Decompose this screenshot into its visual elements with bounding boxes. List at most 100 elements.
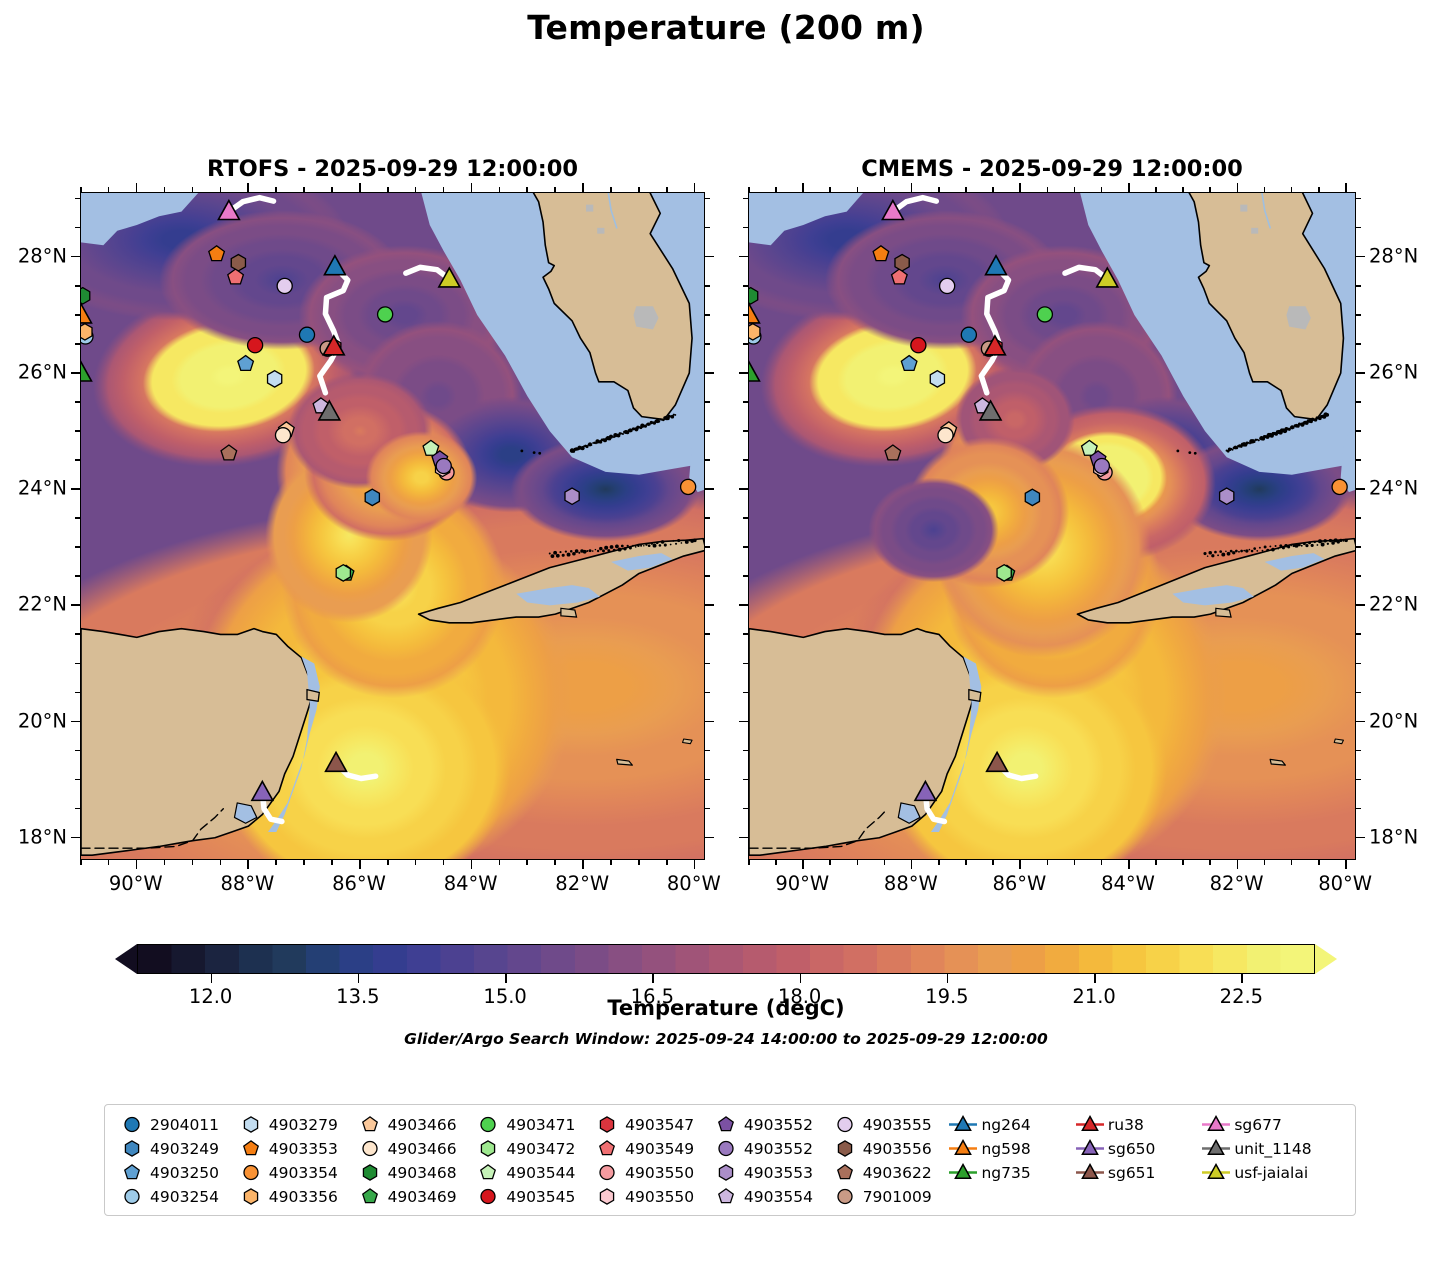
legend-item-4903354[interactable]: 4903354: [236, 1161, 355, 1184]
glider-marker-ng735[interactable]: [748, 362, 759, 381]
argo-marker-4903545[interactable]: [911, 338, 926, 353]
legend-item-4903353[interactable]: 4903353: [236, 1137, 355, 1160]
argo-marker-4903249[interactable]: [365, 489, 379, 505]
legend-item-4903254[interactable]: 4903254: [117, 1185, 236, 1208]
legend-label: 4903549: [622, 1140, 694, 1158]
legend-item-4903545[interactable]: 4903545: [473, 1185, 592, 1208]
legend-label: usf-jaialai: [1231, 1164, 1308, 1182]
legend-item-4903547[interactable]: 4903547: [592, 1113, 711, 1136]
argo-marker-4903553[interactable]: [1220, 488, 1234, 504]
x-tick: [965, 860, 967, 865]
argo-marker-4903472[interactable]: [997, 565, 1011, 581]
argo-marker-4903354[interactable]: [1332, 479, 1347, 494]
argo-marker-4903622[interactable]: [221, 445, 237, 460]
argo-marker-4903549[interactable]: [892, 269, 908, 284]
x-tick-top: [554, 187, 556, 192]
legend-item-sg651[interactable]: sg651: [1075, 1161, 1201, 1184]
argo-marker-4903471[interactable]: [378, 307, 393, 322]
argo-marker-4903553[interactable]: [565, 488, 579, 504]
legend-item-2904011[interactable]: 2904011: [117, 1113, 236, 1136]
legend-item-4903553[interactable]: 4903553: [711, 1161, 830, 1184]
observation-markers-cmems[interactable]: [749, 193, 1356, 860]
legend-item-4903552[interactable]: 4903552: [711, 1137, 830, 1160]
legend-item-4903555[interactable]: 4903555: [830, 1113, 949, 1136]
argo-marker-4903466b[interactable]: [938, 428, 953, 443]
x-tick: [192, 860, 194, 865]
legend-item-4903356[interactable]: 4903356: [236, 1185, 355, 1208]
argo-marker-4903249[interactable]: [1025, 489, 1039, 505]
argo-marker-4903552b[interactable]: [1094, 458, 1109, 473]
argo-marker-4903353[interactable]: [209, 246, 225, 261]
legend-item-4903472[interactable]: 4903472: [473, 1137, 592, 1160]
map-panel-rtofs[interactable]: [80, 192, 705, 860]
glider-marker-ng264[interactable]: [324, 256, 345, 275]
x-tick-top: [1291, 187, 1293, 192]
argo-marker-4903250[interactable]: [238, 356, 254, 371]
legend-marker-circle: [473, 1113, 503, 1136]
glider-marker-ng598[interactable]: [748, 304, 759, 323]
legend-item-usf-jaialai[interactable]: usf-jaialai: [1201, 1161, 1345, 1184]
argo-marker-4903471[interactable]: [1037, 307, 1052, 322]
y-tick-right: [705, 750, 710, 752]
legend-item-4903466[interactable]: 4903466: [355, 1113, 474, 1136]
y-tick-right: [705, 401, 710, 403]
legend-item-4903550[interactable]: 4903550: [592, 1185, 711, 1208]
legend-item-4903469[interactable]: 4903469: [355, 1185, 474, 1208]
x-tick-top: [1074, 187, 1076, 192]
legend-item-4903556[interactable]: 4903556: [830, 1137, 949, 1160]
legend[interactable]: 2904011 4903249 4903250 4903254 4903279 49033…: [104, 1104, 1356, 1216]
argo-marker-4903279[interactable]: [930, 371, 944, 387]
legend-item-sg650[interactable]: sg650: [1075, 1137, 1201, 1160]
legend-item-sg677[interactable]: sg677: [1201, 1113, 1345, 1136]
glider-marker-sg650[interactable]: [915, 781, 936, 800]
argo-marker-4903279[interactable]: [268, 371, 282, 387]
legend-item-4903250[interactable]: 4903250: [117, 1161, 236, 1184]
argo-marker-4903545[interactable]: [248, 338, 263, 353]
argo-marker-4903250[interactable]: [901, 356, 917, 371]
legend-item-4903249[interactable]: 4903249: [117, 1137, 236, 1160]
argo-marker-4903356[interactable]: [80, 324, 92, 340]
argo-marker-2904011[interactable]: [299, 327, 314, 342]
legend-item-4903622[interactable]: 4903622: [830, 1161, 949, 1184]
argo-marker-4903552b[interactable]: [436, 458, 451, 473]
glider-marker-ng264[interactable]: [986, 256, 1007, 275]
legend-item-4903554[interactable]: 4903554: [711, 1185, 830, 1208]
glider-marker-sg650[interactable]: [252, 781, 273, 800]
legend-item-4903549[interactable]: 4903549: [592, 1137, 711, 1160]
argo-marker-4903468[interactable]: [80, 288, 90, 304]
legend-item-4903279[interactable]: 4903279: [236, 1113, 355, 1136]
y-tick-right: [1356, 227, 1361, 229]
glider-marker-sg651[interactable]: [987, 752, 1008, 771]
argo-marker-4903622[interactable]: [885, 445, 901, 460]
glider-marker-ng598[interactable]: [80, 304, 91, 323]
glider-marker-sg651[interactable]: [326, 752, 347, 771]
legend-item-4903471[interactable]: 4903471: [473, 1113, 592, 1136]
argo-marker-2904011[interactable]: [961, 327, 976, 342]
argo-marker-4903549[interactable]: [228, 269, 244, 284]
argo-marker-4903555[interactable]: [277, 278, 292, 293]
observation-markers-rtofs[interactable]: [81, 193, 705, 860]
legend-item-4903466[interactable]: 4903466: [355, 1137, 474, 1160]
argo-marker-4903353[interactable]: [873, 246, 889, 261]
argo-marker-4903468[interactable]: [748, 288, 758, 304]
argo-marker-4903356[interactable]: [748, 324, 760, 340]
legend-item-ng598[interactable]: ng598: [948, 1137, 1074, 1160]
legend-item-ng264[interactable]: ng264: [948, 1113, 1074, 1136]
legend-item-4903550[interactable]: 4903550: [592, 1161, 711, 1184]
argo-marker-4903555[interactable]: [940, 278, 955, 293]
legend-item-4903544[interactable]: 4903544: [473, 1161, 592, 1184]
glider-marker-ng735[interactable]: [80, 362, 91, 381]
argo-marker-4903466b[interactable]: [275, 428, 290, 443]
argo-marker-4903354[interactable]: [681, 479, 696, 494]
legend-item-4903468[interactable]: 4903468: [355, 1161, 474, 1184]
map-panel-cmems[interactable]: [748, 192, 1356, 860]
argo-marker-4903556[interactable]: [895, 255, 909, 271]
legend-item-ru38[interactable]: ru38: [1075, 1113, 1201, 1136]
legend-item-4903552[interactable]: 4903552: [711, 1113, 830, 1136]
y-tick-label: 24°N: [0, 477, 67, 500]
argo-marker-4903556[interactable]: [231, 255, 245, 271]
legend-item-unit_1148[interactable]: unit_1148: [1201, 1137, 1345, 1160]
legend-item-ng735[interactable]: ng735: [948, 1161, 1074, 1184]
argo-marker-4903472[interactable]: [336, 565, 350, 581]
legend-item-7901009[interactable]: 7901009: [830, 1185, 949, 1208]
